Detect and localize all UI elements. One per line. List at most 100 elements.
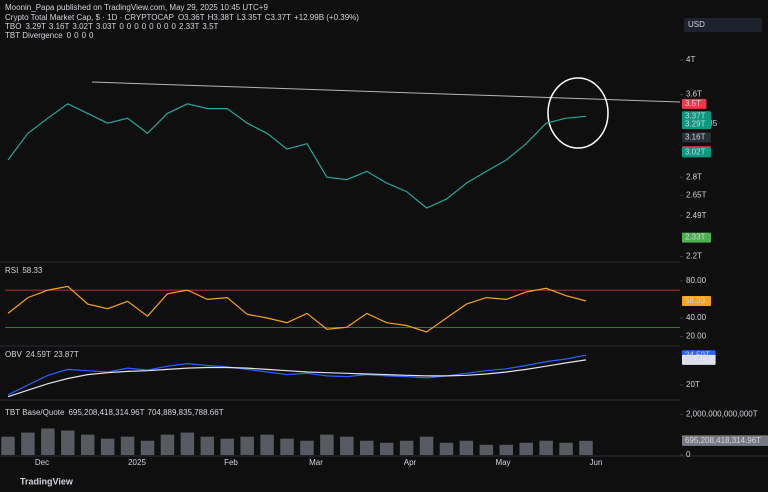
volume-bar (160, 434, 175, 455)
legend-value: C3.37T (265, 13, 291, 22)
legend-value: 3.5T (202, 22, 218, 31)
legend-value: 0 (127, 22, 132, 31)
volume-bar (459, 440, 474, 455)
volume-bar (300, 440, 314, 455)
price-badge-label: 58.33 (685, 296, 706, 305)
volume-bar (280, 438, 294, 455)
legend-value: 0 (134, 22, 139, 31)
price-badge (682, 295, 711, 306)
volume-bar (80, 434, 95, 455)
legend-value: 0 (172, 22, 177, 31)
volume-bar (499, 444, 514, 455)
price-badge-label: 23.87T (685, 355, 710, 364)
y-tick-label: 2.2T (686, 252, 702, 261)
price-badge-label: 3.02T (685, 147, 706, 156)
price-badge-label: 3.16T (685, 133, 706, 142)
price-badge (682, 98, 707, 109)
y-tick-label: 4T (686, 55, 695, 64)
publisher: Moonin_Papa published on TradingView.com… (5, 3, 268, 12)
legend-value: 58.33 (22, 266, 43, 275)
y-tick-label: 20T (686, 380, 700, 389)
volume-bar (479, 444, 494, 455)
legend-value: 0 (149, 22, 154, 31)
legend-value: 3.03T (96, 22, 117, 31)
volume-bar (419, 436, 434, 455)
y-tick-label: 2.49T (686, 211, 707, 220)
legend-value: 0 (164, 22, 169, 31)
legend-title: TBT Base/Quote (5, 408, 65, 417)
price-badge-label: 695,208,418,314.96T (685, 436, 761, 445)
legend-value: 3.02T (72, 22, 93, 31)
time-label: Apr (404, 458, 417, 467)
legend-value: 24.59T (26, 350, 51, 359)
price-badge (682, 147, 711, 158)
series-line (7, 103, 587, 209)
time-label: Feb (224, 458, 238, 467)
price-badge (682, 435, 768, 446)
highlight-circle (547, 77, 609, 149)
y-tick-label: 3.6T (686, 90, 702, 99)
volume-bar (240, 436, 254, 455)
volume-bar (1, 436, 15, 455)
volume-bar (399, 440, 414, 455)
legend-value: 3.29T (25, 22, 46, 31)
footer (0, 470, 768, 492)
volume-bar (100, 438, 115, 455)
legend-value: H3.38T (208, 13, 234, 22)
volume-bar (120, 436, 135, 455)
legend-value: 0 (82, 31, 87, 40)
volume-bar (61, 430, 75, 455)
y-tick-label: 2.8T (686, 172, 702, 181)
volume-bar (579, 440, 593, 455)
volume-bar (220, 438, 234, 455)
series-line (7, 285, 587, 333)
y-tick-label: 2.65T (686, 190, 707, 199)
legend-value: 0 (74, 31, 79, 40)
price-badge (682, 119, 711, 130)
price-badge-label: 3.5T (685, 99, 701, 108)
volume-bar (559, 442, 573, 455)
legend-value: 0 (67, 31, 72, 40)
price-badge-label: 24.59T (685, 350, 710, 359)
volume-bar (320, 434, 334, 455)
volume-bar (360, 440, 374, 455)
currency-box (684, 18, 762, 32)
y-tick-label: 2,000,000,000,000T (686, 409, 758, 418)
volume-bar (260, 434, 274, 455)
y-tick-label: 80.00 (686, 276, 707, 285)
legend-value: 3.16T (49, 22, 70, 31)
legend-title: TBT Divergence (5, 31, 63, 40)
price-badge (682, 354, 716, 365)
legend-value: 0 (157, 22, 162, 31)
volume-bar (200, 436, 215, 455)
brand: TradingView (20, 476, 74, 486)
legend-title: Crypto Total Market Cap, $ · 1D · CRYPTO… (5, 13, 174, 22)
trend-line (91, 81, 681, 103)
y-tick-label: 40.00 (686, 313, 707, 322)
legend-title: OBV (5, 350, 23, 359)
legend-value: 2.33T (179, 22, 200, 31)
legend-value: 23.87T (54, 350, 79, 359)
legend-title: RSI (5, 266, 18, 275)
price-badge-label: 2.33T (685, 233, 706, 242)
time-label: Mar (309, 458, 323, 467)
volume-bar (379, 442, 394, 455)
volume-bar (21, 432, 35, 455)
volume-bar (180, 432, 195, 455)
price-badge (682, 132, 711, 143)
time-label: 2025 (128, 458, 146, 467)
legend-value: 0 (142, 22, 147, 31)
volume-bar (41, 428, 55, 455)
price-badge-label: 3.29T (685, 119, 706, 128)
legend-value: 0 (119, 22, 124, 31)
legend-value: 704,889,835,788.66T (148, 408, 224, 417)
price-badge-label: 3.37T (685, 111, 706, 120)
legend-value: +12.99B (+0.39%) (294, 13, 359, 22)
legend-value: 695,208,418,314.96T (68, 408, 144, 417)
volume-bar (439, 442, 454, 455)
volume-bar (519, 442, 533, 455)
currency: USD (688, 20, 705, 29)
legend-value: 0 (89, 31, 94, 40)
